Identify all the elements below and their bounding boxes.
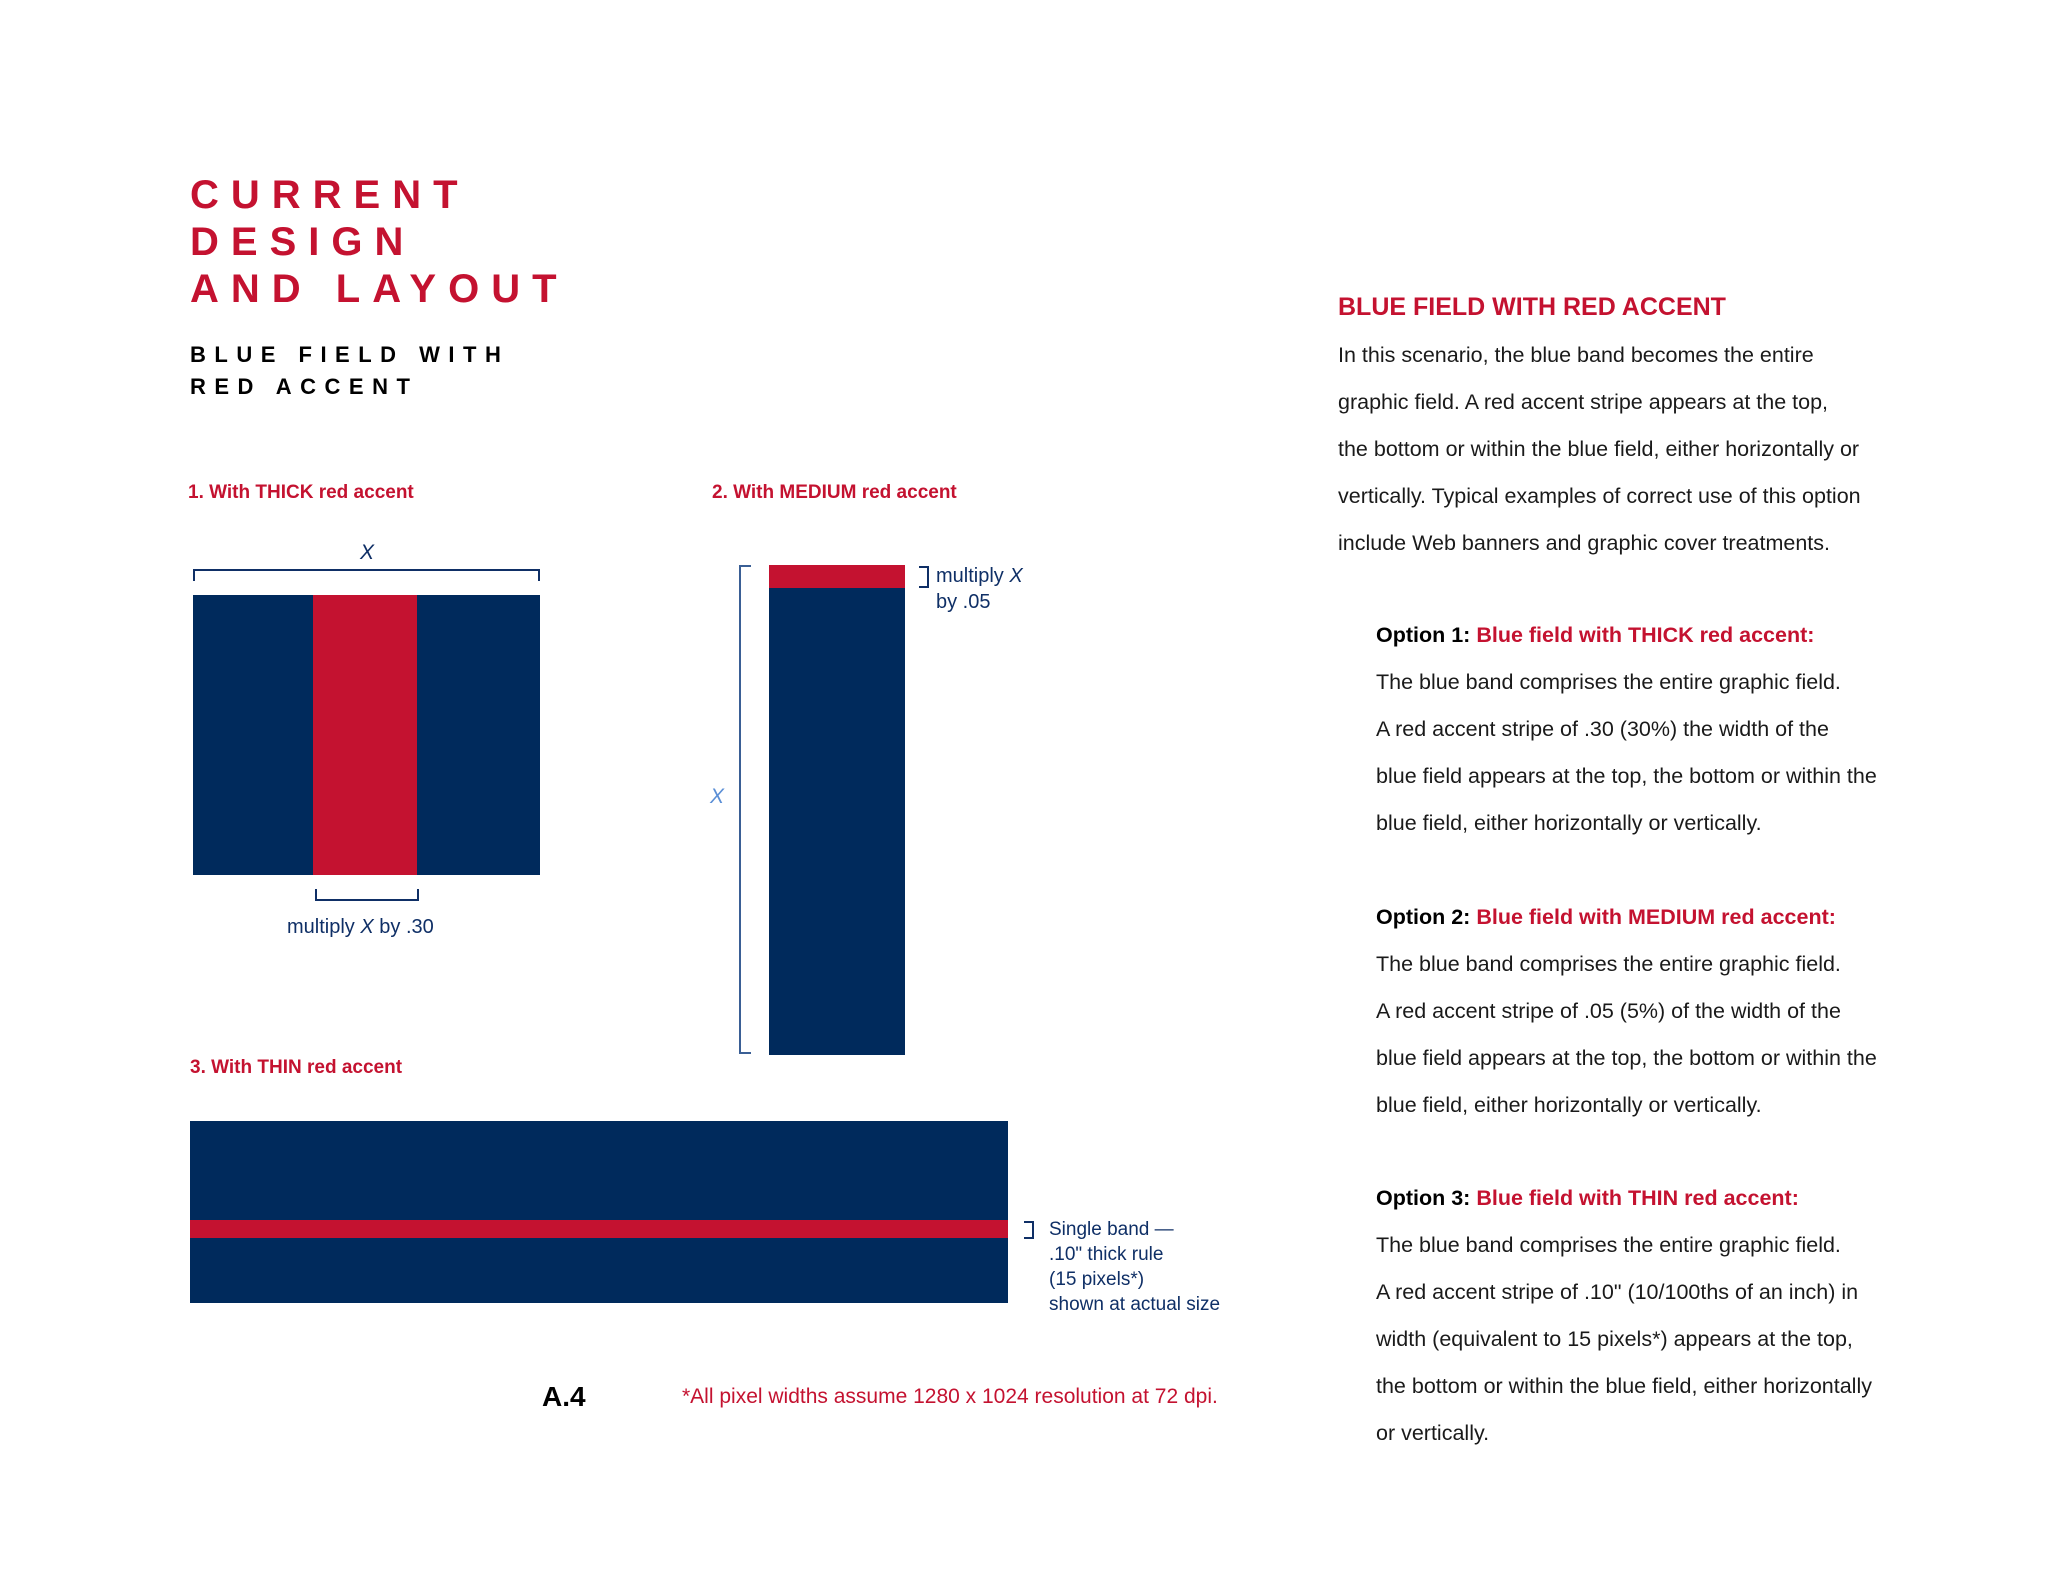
option-line: blue field, either horizontally or verti… — [1376, 811, 1762, 835]
section-heading: BLUE FIELD WITH RED ACCENT — [1338, 293, 1726, 321]
option-line: or vertically. — [1376, 1421, 1490, 1445]
page-subtitle-line-1: BLUE FIELD WITH — [190, 342, 510, 367]
intro-line: include Web banners and graphic cover tr… — [1338, 531, 1830, 555]
page-title-line-1: CURRENT — [190, 173, 470, 217]
medium-accent-bracket — [919, 566, 929, 588]
footnote: *All pixel widths assume 1280 x 1024 res… — [682, 1385, 1218, 1408]
page-subtitle-line-2: RED ACCENT — [190, 374, 419, 399]
option-line: width (equivalent to 15 pixels*) appears… — [1376, 1327, 1853, 1351]
thin-accent-bracket — [1024, 1221, 1034, 1239]
page-title-line-3: AND LAYOUT — [190, 267, 569, 311]
medium-accent-label: 2. With MEDIUM red accent — [712, 482, 957, 503]
thin-note-line: (15 pixels*) — [1049, 1269, 1145, 1290]
thin-note-line: shown at actual size — [1049, 1294, 1221, 1315]
medium-blue-field — [769, 565, 905, 1055]
thin-red-accent — [190, 1220, 1008, 1238]
thick-width-bracket — [193, 569, 540, 581]
medium-height-bracket — [739, 565, 751, 1054]
thick-accent-label: 1. With THICK red accent — [188, 482, 414, 503]
option-line: A red accent stripe of .30 (30%) the wid… — [1376, 717, 1829, 741]
option-line: A red accent stripe of .05 (5%) of the w… — [1376, 999, 1841, 1023]
page-title-line-2: DESIGN — [190, 220, 416, 264]
option-line: blue field appears at the top, the botto… — [1376, 1046, 1877, 1070]
thick-red-accent — [313, 595, 417, 875]
option-3: Option 3: Blue field with THIN red accen… — [1376, 1175, 1872, 1457]
option-line: The blue band comprises the entire graph… — [1376, 952, 1841, 976]
intro-line: vertically. Typical examples of correct … — [1338, 484, 1861, 508]
note-x: X — [1009, 565, 1023, 587]
option-title: Blue field with THICK red accent: — [1476, 623, 1815, 647]
medium-note-line-1: multiply X — [936, 564, 1023, 589]
medium-height-x-label: X — [710, 785, 725, 808]
option-2: Option 2: Blue field with MEDIUM red acc… — [1376, 894, 1877, 1129]
option-line: blue field, either horizontally or verti… — [1376, 1093, 1762, 1117]
option-line: The blue band comprises the entire graph… — [1376, 670, 1841, 694]
option-line: A red accent stripe of .10" (10/100ths o… — [1376, 1280, 1859, 1304]
option-heading: Option 1: Blue field with THICK red acce… — [1376, 612, 1877, 659]
option-prefix: Option 2: — [1376, 905, 1477, 929]
medium-note-line-2: by .05 — [936, 591, 991, 613]
medium-red-accent — [769, 565, 905, 588]
option-line: the bottom or within the blue field, eit… — [1376, 1374, 1872, 1398]
option-title: Blue field with MEDIUM red accent: — [1476, 905, 1836, 929]
option-prefix: Option 1: — [1376, 623, 1477, 647]
option-heading: Option 3: Blue field with THIN red accen… — [1376, 1175, 1872, 1222]
option-line: blue field appears at the top, the botto… — [1376, 764, 1877, 788]
page-number: A.4 — [542, 1381, 586, 1412]
intro-paragraph: In this scenario, the blue band becomes … — [1338, 332, 1861, 567]
note-text: multiply — [936, 565, 1010, 587]
intro-line: the bottom or within the blue field, eit… — [1338, 437, 1860, 461]
thin-accent-label: 3. With THIN red accent — [190, 1057, 403, 1078]
thin-note-line: Single band — — [1049, 1219, 1174, 1240]
thin-blue-field — [190, 1121, 1008, 1303]
caption-text: multiply — [287, 916, 361, 938]
thick-caption: multiply X by .30 — [287, 915, 434, 940]
thick-accent-bracket — [315, 889, 419, 901]
caption-text: by .30 — [373, 916, 434, 938]
option-heading: Option 2: Blue field with MEDIUM red acc… — [1376, 894, 1877, 941]
intro-line: In this scenario, the blue band becomes … — [1338, 343, 1814, 367]
option-title: Blue field with THIN red accent: — [1476, 1186, 1799, 1210]
caption-x: X — [360, 916, 374, 938]
thin-note-line: .10" thick rule — [1049, 1244, 1164, 1265]
thick-width-x-label: X — [360, 541, 375, 564]
option-prefix: Option 3: — [1376, 1186, 1477, 1210]
option-1: Option 1: Blue field with THICK red acce… — [1376, 612, 1877, 847]
intro-line: graphic field. A red accent stripe appea… — [1338, 390, 1829, 414]
option-line: The blue band comprises the entire graph… — [1376, 1233, 1841, 1257]
